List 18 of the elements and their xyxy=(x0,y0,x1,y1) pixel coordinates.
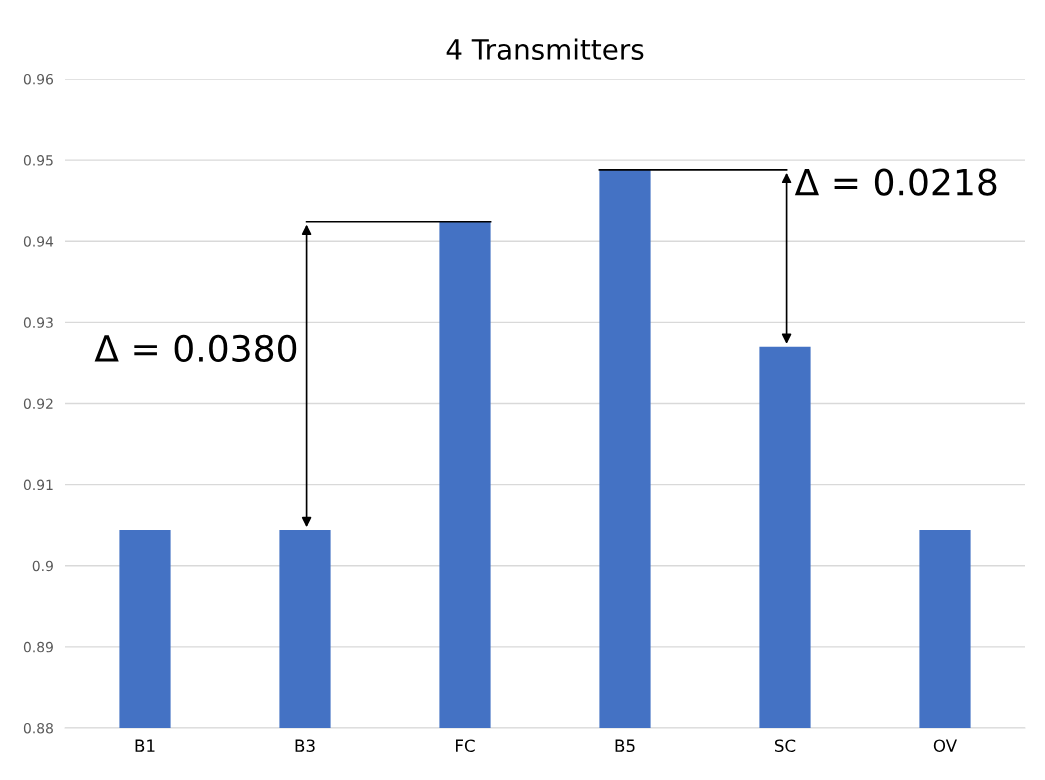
x-tick-label: OV xyxy=(933,739,957,753)
x-tick-label: B5 xyxy=(615,739,635,753)
annotation: Δ = 0.0380 xyxy=(94,334,297,363)
annotation: Δ = 0.0218 xyxy=(794,168,997,196)
x-tick-label: SC xyxy=(774,739,796,753)
x-tick-label: FC xyxy=(456,739,475,753)
y-tick-label: 0.89 xyxy=(23,641,53,653)
y-tick-label: 0.94 xyxy=(23,236,54,247)
x-tick-label: B1 xyxy=(135,739,155,752)
x-tick-label: B3 xyxy=(295,739,315,753)
y-tick-label: 0.95 xyxy=(23,155,53,166)
y-tick-label: 0.93 xyxy=(23,317,53,328)
chart-title: 4 Transmitters xyxy=(446,38,644,60)
y-tick-label: 0.88 xyxy=(23,722,53,734)
y-tick-label: 0.96 xyxy=(23,73,54,85)
y-tick-label: 0.9 xyxy=(32,560,53,572)
y-tick-label: 0.91 xyxy=(23,479,53,491)
y-tick-label: 0.92 xyxy=(23,398,53,409)
